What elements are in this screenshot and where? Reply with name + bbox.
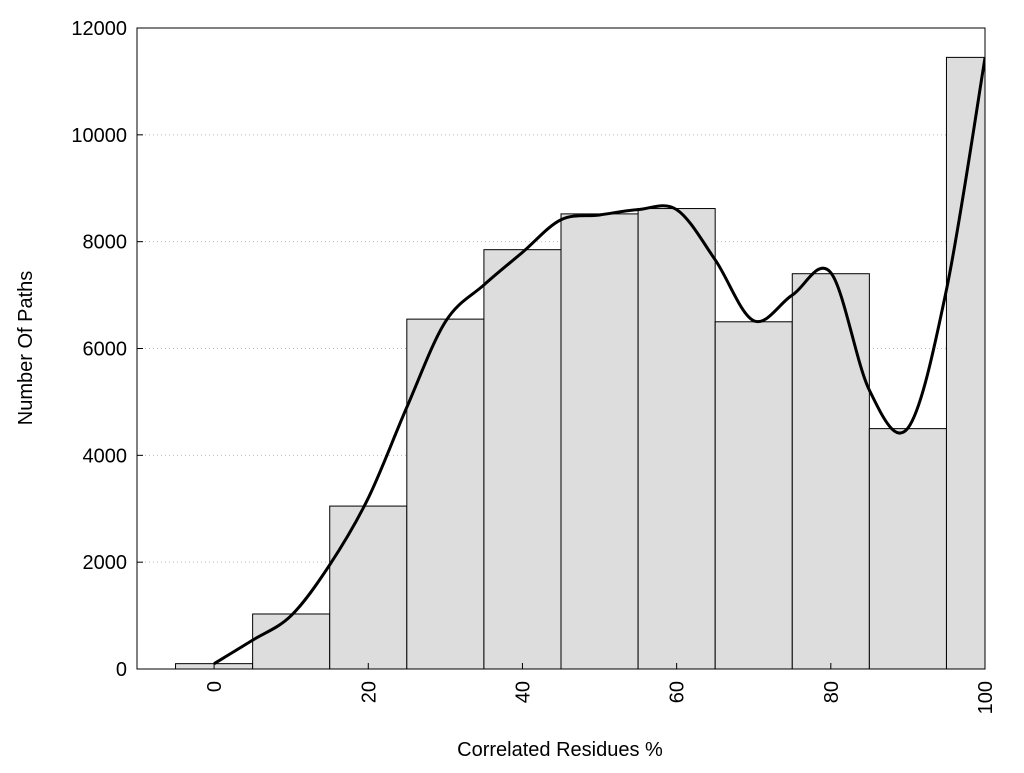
bars [175, 56, 985, 669]
bar [329, 505, 408, 669]
fit-curve [213, 57, 985, 665]
y-tick-label: 10000 [71, 125, 127, 147]
x-tick-label: 80 [821, 681, 843, 703]
plot-frame [136, 27, 986, 670]
y-tick-label: 8000 [83, 232, 128, 254]
y-tick-label: 4000 [83, 445, 128, 467]
bar [483, 249, 562, 669]
bar [406, 318, 485, 669]
x-tick-label: 20 [358, 681, 380, 703]
x-tick-label: 60 [667, 681, 689, 703]
bar [791, 273, 870, 669]
x-axis-label: Correlated Residues % [457, 739, 663, 761]
bar [252, 613, 331, 669]
y-tick-label: 2000 [83, 552, 128, 574]
y-tick-label: 12000 [71, 18, 127, 40]
bar [868, 428, 947, 669]
bar [714, 321, 793, 669]
y-tick-label: 0 [116, 659, 127, 681]
bar [560, 213, 639, 669]
bar [637, 208, 716, 669]
x-tick-label: 0 [204, 681, 226, 692]
y-axis-label: Number Of Paths [15, 271, 37, 426]
x-tick-label: 40 [512, 681, 534, 703]
y-tick-label: 6000 [83, 339, 128, 361]
bar [945, 56, 985, 669]
x-tick-label: 100 [975, 681, 997, 714]
